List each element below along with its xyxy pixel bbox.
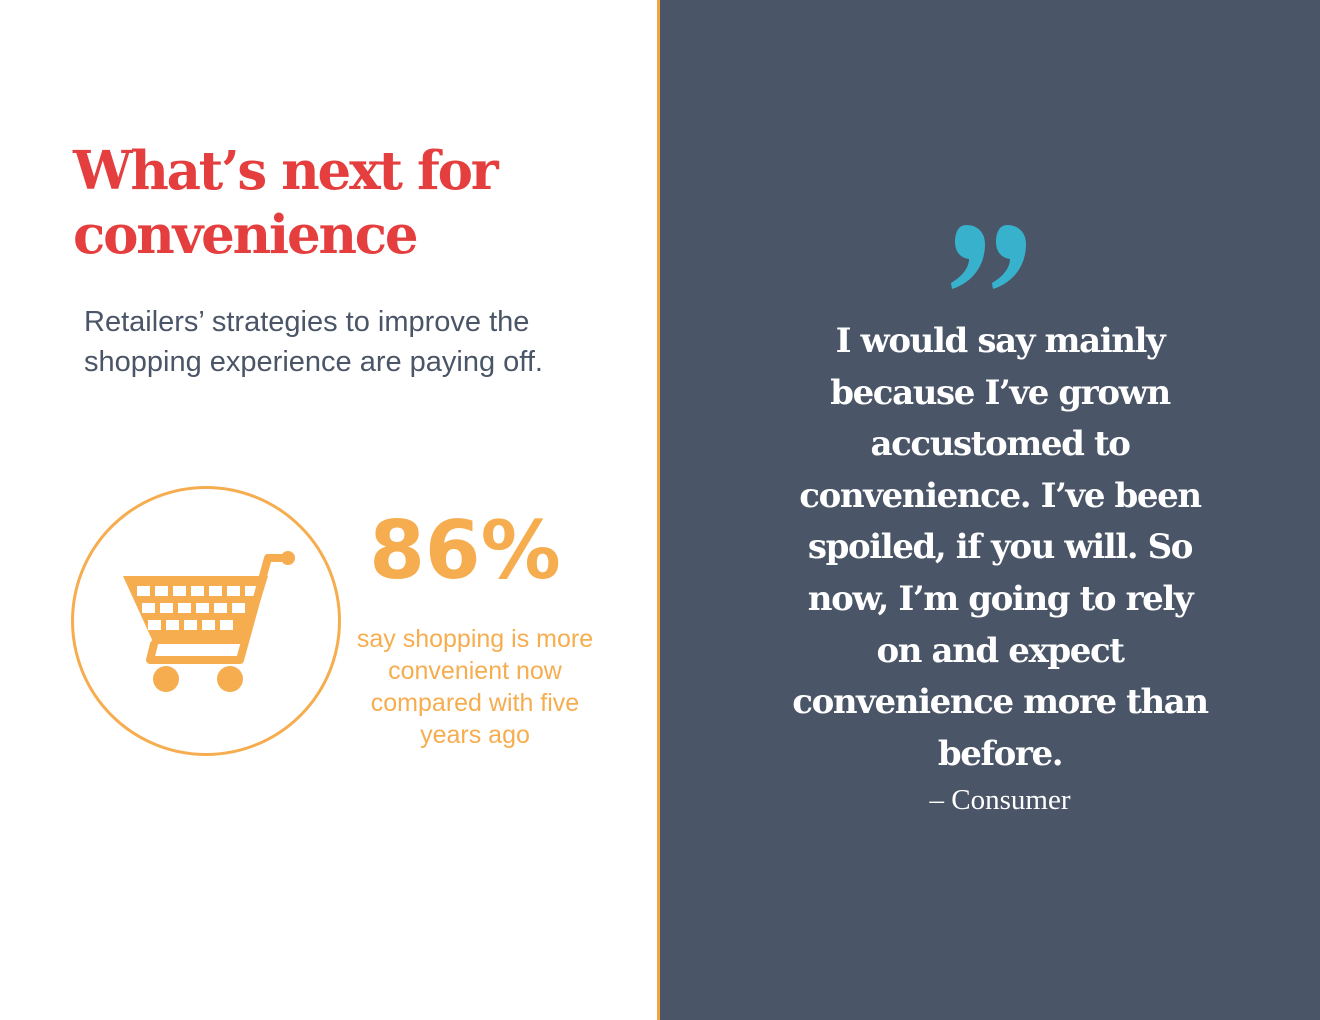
quote-mark-icon (951, 225, 1026, 289)
shopping-cart-icon (123, 551, 295, 692)
page-subtitle: Retailers’ strategies to improve the sho… (84, 306, 543, 378)
quote-attribution: – Consumer (929, 784, 1071, 816)
page-title: What’s next for convenience (73, 140, 499, 266)
stat-value: 86% (369, 504, 561, 597)
quote-panel (660, 0, 1320, 1020)
left-panel: What’s next for convenience Retailers’ s… (0, 0, 658, 1020)
panel-divider (657, 0, 660, 1020)
quote-text: I would say mainly because I’ve grown ac… (792, 321, 1209, 774)
stat-caption: say shopping is more convenient now comp… (356, 625, 594, 749)
stat-icon-circle (71, 486, 341, 756)
